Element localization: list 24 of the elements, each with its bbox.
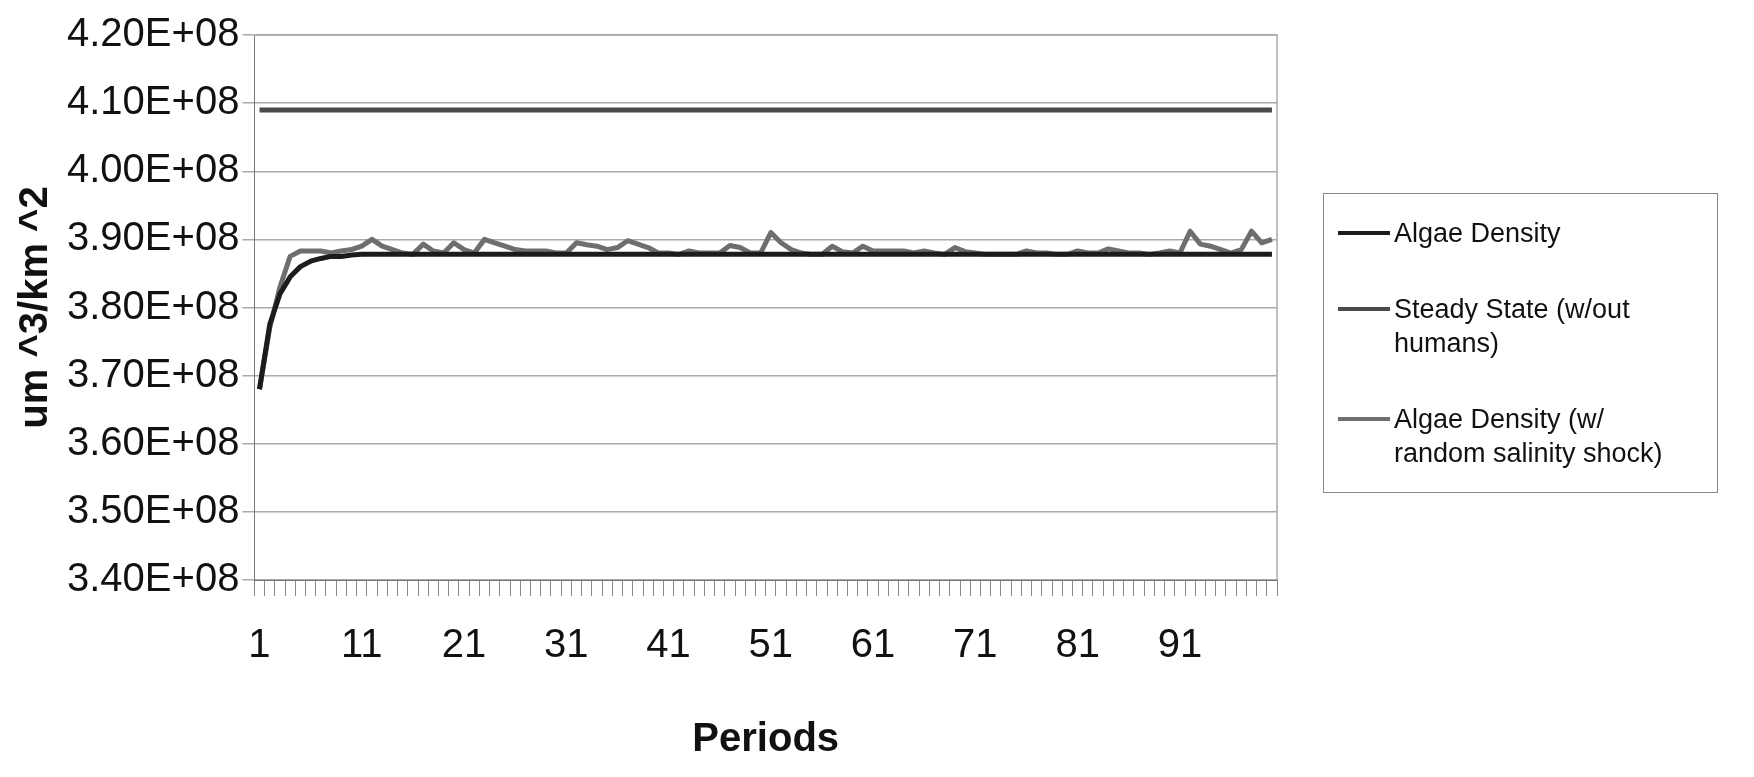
x-tick-label: 11	[341, 621, 383, 666]
y-tick-label: 3.90E+08	[66, 214, 240, 259]
x-tick-label: 21	[441, 621, 487, 666]
x-tick-label: 51	[748, 621, 794, 666]
y-tick-label: 3.40E+08	[66, 555, 240, 600]
y-tick-label: 3.80E+08	[66, 282, 240, 327]
y-tick-label: 3.60E+08	[66, 418, 240, 463]
legend-label: Algae Density (w/ random salinity shock)	[1394, 403, 1664, 470]
legend-label: Algae Density	[1394, 217, 1561, 250]
y-tick-label: 3.70E+08	[66, 350, 240, 395]
x-tick-label: 31	[544, 621, 589, 666]
x-tick-label: 71	[953, 621, 998, 666]
y-tick-label: 3.50E+08	[66, 486, 240, 531]
legend-label: Steady State (w/out humans)	[1394, 293, 1631, 360]
y-tick-label: 4.00E+08	[66, 146, 240, 191]
y-axis-title: um ^3/km ^2	[11, 186, 56, 429]
x-tick-label: 61	[850, 621, 896, 666]
x-tick-label: 91	[1157, 621, 1203, 666]
x-axis-title: Periods	[692, 715, 840, 760]
x-tick-label: 81	[1055, 621, 1100, 666]
x-tick-label: 1	[248, 621, 271, 666]
x-tick-label: 41	[646, 621, 691, 666]
y-tick-label: 4.10E+08	[66, 78, 240, 123]
y-tick-label: 4.20E+08	[66, 10, 240, 55]
